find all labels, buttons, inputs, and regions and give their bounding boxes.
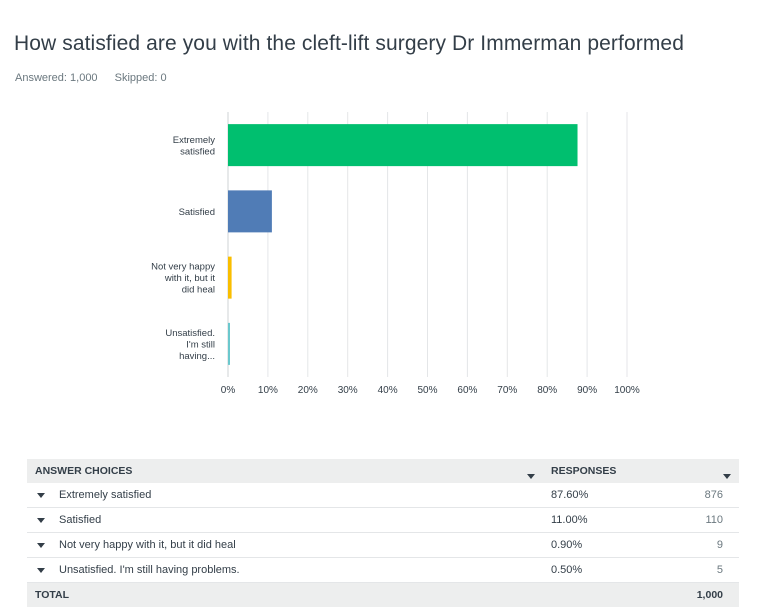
responses-header[interactable]: RESPONSES <box>543 465 739 479</box>
bar[interactable] <box>228 190 272 233</box>
response-percent: 87.60% <box>551 489 589 501</box>
expand-caret-icon[interactable] <box>37 567 45 573</box>
x-tick-label: 60% <box>457 385 477 396</box>
expand-caret-icon[interactable] <box>37 517 45 523</box>
skipped-count: Skipped: 0 <box>114 72 167 84</box>
x-tick-label: 30% <box>338 385 358 396</box>
x-tick-label: 90% <box>577 385 597 396</box>
x-tick-label: 80% <box>537 385 557 396</box>
answer-choice: Not very happy with it, but it did heal <box>59 539 236 551</box>
category-label: with it, but it <box>164 273 216 284</box>
bar[interactable] <box>228 124 578 167</box>
response-percent: 0.50% <box>551 564 583 576</box>
category-label: Extremely <box>173 135 215 146</box>
table-row: Extremely satisfied 87.60% 876 <box>27 483 739 508</box>
table-total-row: TOTAL 1,000 <box>27 583 739 607</box>
x-tick-label: 10% <box>258 385 278 396</box>
x-tick-label: 100% <box>614 385 640 396</box>
category-label: having... <box>179 351 215 362</box>
response-count: 5 <box>716 564 723 576</box>
response-count: 876 <box>704 489 723 501</box>
expand-caret-icon[interactable] <box>37 492 45 498</box>
table-row: Satisfied 11.00% 110 <box>27 508 739 533</box>
category-label: I'm still <box>186 339 215 350</box>
response-summary: Answered: 1,000 Skipped: 0 <box>15 72 181 84</box>
category-label: satisfied <box>180 146 215 157</box>
response-percent: 0.90% <box>551 539 583 551</box>
category-label: Unsatisfied. <box>165 328 215 339</box>
x-tick-label: 70% <box>497 385 517 396</box>
x-tick-label: 40% <box>378 385 398 396</box>
answer-choices-header[interactable]: ANSWER CHOICES <box>27 465 543 479</box>
category-label: Not very happy <box>151 262 215 273</box>
bar[interactable] <box>228 256 232 299</box>
question-title: How satisfied are you with the cleft-lif… <box>14 32 684 55</box>
bar[interactable] <box>228 322 230 365</box>
table-row: Not very happy with it, but it did heal 0… <box>27 533 739 558</box>
total-count: 1,000 <box>696 589 723 601</box>
response-count: 9 <box>716 539 723 551</box>
category-label: Satisfied <box>179 207 215 218</box>
x-tick-label: 50% <box>417 385 437 396</box>
answer-choice: Extremely satisfied <box>59 489 152 501</box>
expand-caret-icon[interactable] <box>37 542 45 548</box>
sort-caret-icon[interactable] <box>723 474 731 479</box>
table-header: ANSWER CHOICES RESPONSES <box>27 459 739 483</box>
answer-choice: Satisfied <box>59 514 102 526</box>
response-count: 110 <box>705 514 723 526</box>
sort-caret-icon[interactable] <box>527 474 535 479</box>
answer-choice: Unsatisfied. I'm still having problems. <box>59 564 240 576</box>
bar-chart: 0% 10% 20% 30% 40% 50% 60% 70% 80% 90% 100% Extreme… <box>151 112 640 396</box>
x-tick-label: 0% <box>221 385 236 396</box>
table-row: Unsatisfied. I'm still having problems. 0… <box>27 558 739 583</box>
table-body: Extremely satisfied 87.60% 876 Satisfied 11.… <box>27 483 739 583</box>
x-tick-label: 20% <box>298 385 318 396</box>
results-table: ANSWER CHOICES RESPONSES Extremely satis… <box>27 459 739 607</box>
total-label: TOTAL <box>35 589 70 601</box>
category-label: did heal <box>182 285 215 296</box>
response-percent: 11.00% <box>551 514 588 526</box>
answered-count: Answered: 1,000 <box>15 72 98 84</box>
